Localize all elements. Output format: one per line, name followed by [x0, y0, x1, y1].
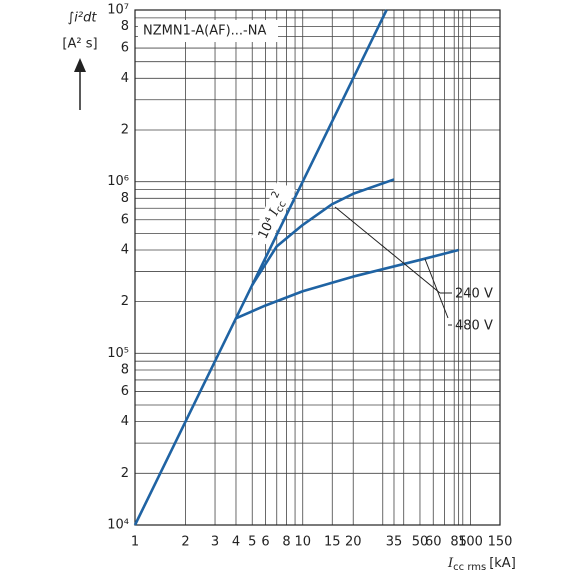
x-label-subscript: cc rms [453, 562, 486, 573]
x-tick-label: 8 [282, 535, 290, 550]
x-tick-label: 100 [458, 535, 483, 550]
x-tick-label: 5 [248, 535, 256, 550]
y-tick-label: 4 [121, 71, 129, 86]
y-tick-label: 4 [121, 414, 129, 429]
x-tick-label: 10 [294, 535, 311, 550]
y-tick-label: 2 [121, 122, 129, 137]
exponent: 2 [270, 190, 283, 200]
x-tick-label: 150 [488, 535, 513, 550]
x-tick-label: 1 [131, 535, 139, 550]
y-tick-label: 6 [121, 384, 129, 399]
chart-title: NZMN1-A(AF)...-NA [143, 24, 266, 39]
subscript: cc [274, 200, 289, 215]
x-tick-label: 20 [345, 535, 362, 550]
curve [251, 178, 395, 286]
y-tick-label: 8 [121, 191, 129, 206]
x-tick-label: 4 [232, 535, 240, 550]
y-arrow-head [74, 58, 86, 72]
x-tick-label: 50 [412, 535, 429, 550]
x-tick-label: 85 [450, 535, 467, 550]
y-tick-label: 10⁴ [107, 518, 129, 533]
y-tick-label: 2 [121, 294, 129, 309]
plot-frame [134, 9, 501, 526]
curves [133, 9, 459, 526]
line-label: 10⁴Icc2 [251, 181, 296, 246]
y-tick-label: 8 [121, 19, 129, 34]
x-label-unit: [kA] [489, 556, 516, 571]
x-label: Icc rms [kA] [447, 556, 516, 574]
x-tick-label: 15 [324, 535, 341, 550]
grid [134, 9, 501, 526]
x-tick-label: 60 [425, 535, 442, 550]
y-tick-label: 4 [121, 242, 129, 257]
y-tick-label: 10⁷ [107, 3, 129, 18]
series-label: 240 V [455, 287, 493, 302]
leader [424, 258, 449, 319]
leader [334, 206, 441, 294]
curve [133, 9, 388, 526]
x-tick-label: 3 [211, 535, 219, 550]
y-tick-label: 8 [121, 362, 129, 377]
y-tick-label: 10⁶ [107, 174, 129, 189]
line-label-bg [251, 181, 296, 246]
y-label: ∫i²dt [68, 11, 98, 26]
y-tick-label: 6 [121, 41, 129, 56]
title-box [138, 20, 278, 42]
x-tick-label: 2 [181, 535, 189, 550]
y-tick-label: 10⁵ [107, 346, 129, 361]
series-label: 480 V [455, 319, 493, 334]
curve [235, 248, 459, 320]
x-tick-label: 35 [386, 535, 403, 550]
y-unit: [A² s] [62, 37, 97, 52]
y-tick-label: 2 [121, 466, 129, 481]
x-label-symbol: I [447, 556, 454, 571]
y-tick-label: 6 [121, 212, 129, 227]
x-tick-label: 6 [261, 535, 269, 550]
